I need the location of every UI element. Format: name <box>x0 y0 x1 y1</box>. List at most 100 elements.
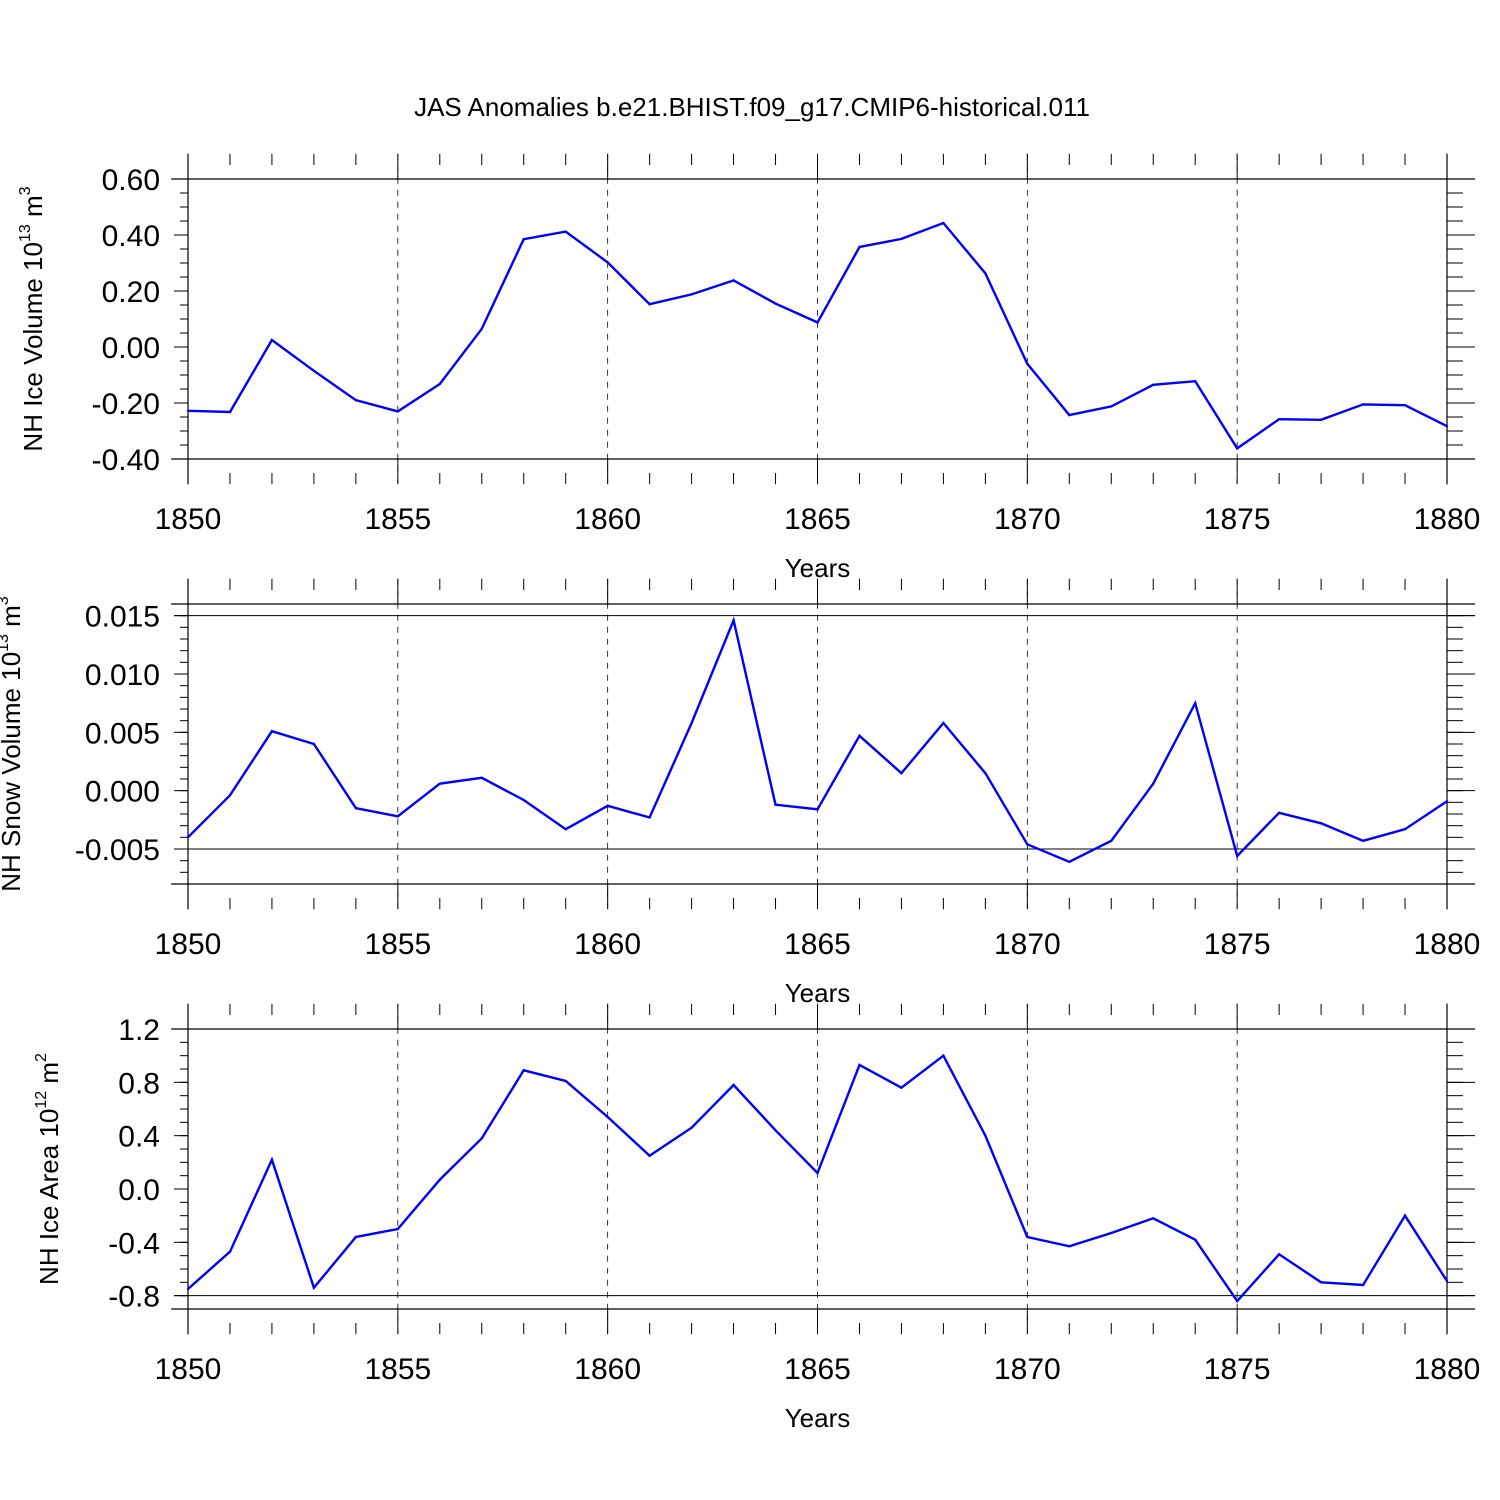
data-point <box>438 382 441 386</box>
y-tick-label: -0.005 <box>75 834 160 867</box>
data-point <box>732 279 735 282</box>
data-point <box>1361 1283 1365 1287</box>
data-point <box>354 807 358 810</box>
data-point <box>312 742 316 746</box>
x-tick-label: 1865 <box>784 503 851 536</box>
data-point <box>732 1083 735 1087</box>
data-point <box>942 721 945 725</box>
data-point <box>186 409 190 412</box>
data-point <box>1068 1245 1071 1248</box>
x-tick-label: 1850 <box>155 503 222 536</box>
data-point <box>984 272 987 275</box>
y-tick-label: 0.00 <box>102 332 160 365</box>
data-point <box>228 1250 232 1253</box>
data-point <box>858 245 861 249</box>
data-point <box>690 721 693 725</box>
plots-container: -0.40 -0.20 0.00 0.20 0.40 0.60 1850 1855 1860 18… <box>0 153 1481 1433</box>
data-point <box>228 794 232 797</box>
data-point <box>1236 854 1239 858</box>
data-point <box>900 237 903 241</box>
y-tick-label: 0.4 <box>118 1121 160 1154</box>
data-point <box>1445 425 1449 428</box>
data-point <box>186 1287 190 1291</box>
data-point <box>1068 860 1071 863</box>
data-point <box>606 804 609 807</box>
x-tick-label: 1875 <box>1204 928 1271 961</box>
x-tick-label: 1870 <box>994 928 1061 961</box>
data-point <box>732 619 735 622</box>
data-point <box>312 369 316 372</box>
data-point <box>1110 839 1113 842</box>
panel-1: -0.40 -0.20 0.00 0.20 0.40 0.60 1850 1855 1860 18… <box>17 153 1481 583</box>
data-point <box>1277 1253 1281 1256</box>
x-tick-label: 1880 <box>1414 503 1481 536</box>
data-point <box>354 399 358 402</box>
data-point <box>270 1158 274 1161</box>
x-tick-label: 1855 <box>364 1353 431 1386</box>
data-point <box>816 808 819 811</box>
data-point <box>1194 702 1197 705</box>
data-point <box>270 730 274 733</box>
data-point <box>564 828 567 831</box>
y-tick-label: -0.20 <box>92 388 160 421</box>
data-point <box>900 772 903 775</box>
data-point <box>1445 800 1449 803</box>
x-tick-label: 1850 <box>155 1353 222 1386</box>
data-point <box>1445 1279 1449 1283</box>
data-point <box>984 772 987 775</box>
y-axis-label: NH Ice Volume 1013 m3 <box>17 186 48 451</box>
y-tick-label: 0.000 <box>85 776 160 809</box>
x-tick-label: 1880 <box>1414 1353 1481 1386</box>
data-point <box>1277 418 1281 421</box>
x-tick-label: 1860 <box>574 928 641 961</box>
y-tick-label: 0.0 <box>118 1174 160 1207</box>
data-point <box>774 803 777 806</box>
x-tick-label: 1860 <box>574 503 641 536</box>
panel-2: -0.005 0.000 0.005 0.010 0.015 1850 1855 1860 18… <box>0 578 1480 1008</box>
y-tick-label: 0.40 <box>102 220 160 253</box>
data-point <box>312 1286 316 1289</box>
y-tick-label: 0.015 <box>85 601 160 634</box>
y-tick-label: 0.010 <box>85 659 160 692</box>
x-tick-label: 1865 <box>784 928 851 961</box>
data-point <box>648 303 651 306</box>
data-point <box>774 302 777 305</box>
data-point <box>396 410 399 413</box>
x-axis-label: Years <box>785 978 851 1008</box>
data-point <box>354 1235 358 1239</box>
data-point <box>522 238 525 241</box>
data-point <box>1152 782 1155 785</box>
x-tick-label: 1855 <box>364 503 431 536</box>
y-tick-label: 0.005 <box>85 717 160 750</box>
x-tick-label: 1850 <box>155 928 222 961</box>
data-point <box>1152 383 1155 386</box>
x-tick-label: 1860 <box>574 1353 641 1386</box>
data-point <box>1026 843 1029 846</box>
x-axis-label: Years <box>785 553 851 583</box>
data-point <box>648 816 651 819</box>
data-point <box>1068 413 1071 417</box>
data-point <box>1319 418 1323 421</box>
data-point <box>480 327 483 330</box>
data-point <box>942 221 945 225</box>
data-point <box>1236 1299 1239 1303</box>
data-point <box>480 776 483 779</box>
y-tick-label: 0.20 <box>102 276 160 309</box>
data-point <box>1403 1214 1407 1217</box>
data-point <box>438 1178 441 1181</box>
x-tick-label: 1855 <box>364 928 431 961</box>
data-point <box>1110 405 1113 408</box>
x-tick-label: 1875 <box>1204 503 1271 536</box>
data-point <box>270 338 274 342</box>
panel-3: -0.8 -0.4 0.0 0.4 0.8 1.2 1850 1855 1860 1865 1870… <box>33 1003 1481 1433</box>
data-point <box>396 815 399 818</box>
data-point <box>186 836 190 839</box>
data-point <box>1361 403 1365 406</box>
y-tick-label: 1.2 <box>118 1014 160 1047</box>
y-axis-label: NH Ice Area 1012 m2 <box>33 1053 64 1285</box>
data-point <box>564 1079 567 1083</box>
data-point <box>1319 822 1323 825</box>
data-point <box>438 782 441 785</box>
data-point <box>648 1154 651 1157</box>
